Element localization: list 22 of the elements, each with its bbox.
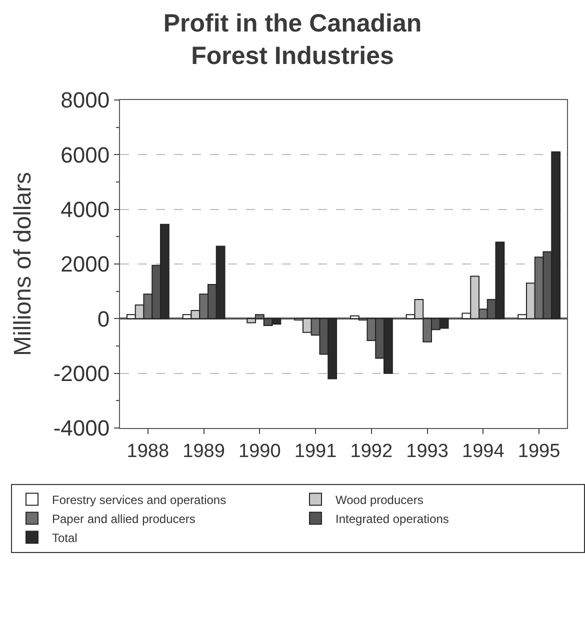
chart-title: Profit in the Canadian Forest Industries [163,9,422,70]
legend-label: Paper and allied producers [52,512,196,526]
x-tick-label: 1992 [350,440,393,462]
x-tick-label: 1995 [518,440,560,462]
x-tick-label: 1989 [182,440,225,462]
x-tick-label: 1990 [238,440,281,462]
x-tick-label: 1993 [406,440,448,462]
y-tick-label: -4000 [53,416,110,441]
legend-label: Forestry services and operations [52,492,226,507]
legend-label: Wood producers [336,492,424,507]
x-tick-label: 1991 [294,440,337,462]
y-tick-label: 0 [97,306,110,332]
y-tick-label: 2000 [60,252,110,277]
legend-label: Integrated operations [336,512,449,526]
y-axis-title: Millions of dollars [9,172,36,356]
y-tick-label: 6000 [60,142,110,168]
x-tick-label: 1994 [462,440,505,462]
x-tick-label: 1988 [126,440,170,462]
y-tick-label: 8000 [60,88,110,113]
y-tick-label: -2000 [53,361,110,386]
legend-label: Total [52,530,78,545]
y-tick-label: 4000 [60,197,110,222]
